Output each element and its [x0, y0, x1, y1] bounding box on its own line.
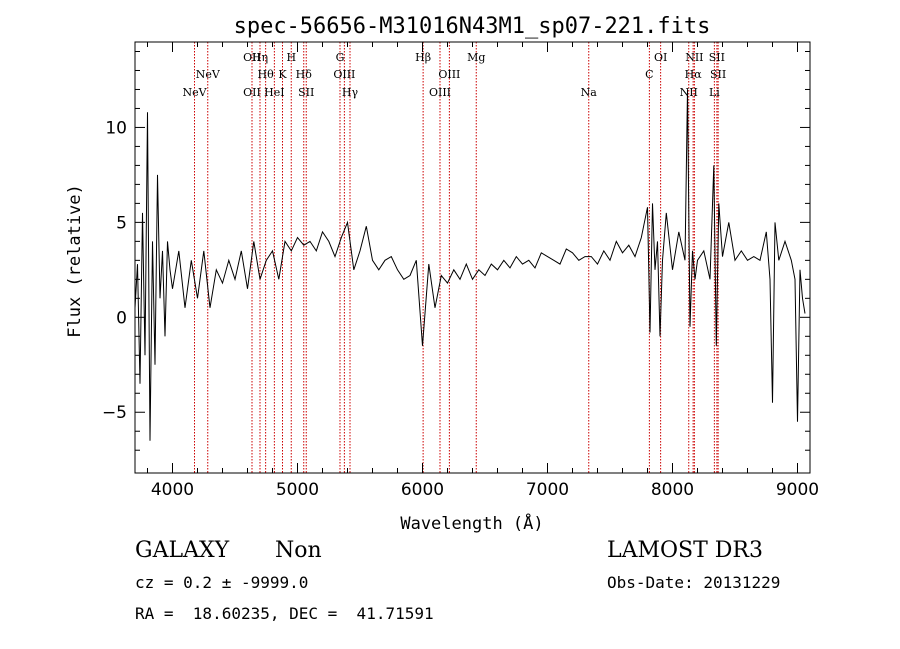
line-marker-label: Hα — [685, 68, 703, 81]
line-marker-label: Hη — [252, 51, 268, 64]
line-marker-label: NeV — [182, 86, 207, 99]
line-marker-label: SII — [298, 86, 314, 99]
line-marker-label: OIII — [438, 68, 460, 81]
line-marker-label: K — [278, 68, 287, 81]
line-marker-label: G — [336, 51, 345, 64]
x-tick-label: 9000 — [776, 480, 819, 500]
line-marker-label: HeI — [264, 86, 284, 99]
line-marker-label: C — [645, 68, 653, 81]
coordinates: RA = 18.60235, DEC = 41.71591 — [135, 604, 434, 623]
x-tick-label: 7000 — [526, 480, 569, 500]
y-tick-label: 0 — [116, 308, 127, 328]
line-marker-label: Na — [581, 86, 598, 99]
axis-ticks: 4000 5000 6000 7000 8000 9000 −5 0 5 10 — [102, 42, 819, 500]
x-tick-label: 4000 — [151, 480, 194, 500]
line-marker-label: Li — [709, 86, 720, 99]
x-axis-label: Wavelength (Å) — [400, 512, 543, 534]
line-marker-label: OIII — [333, 68, 355, 81]
line-marker-label: OII — [243, 86, 261, 99]
line-marker-label: SII — [710, 68, 726, 81]
spectrum-line — [134, 89, 806, 441]
x-tick-label: 8000 — [651, 480, 694, 500]
line-marker-label: Mg — [467, 51, 485, 64]
line-marker-label: Hδ — [296, 68, 313, 81]
plot-frame — [134, 41, 811, 474]
redshift-readout: cz = 0.2 ± -9999.0 — [135, 573, 309, 592]
line-marker-label: OI — [654, 51, 667, 64]
survey-name: LAMOST DR3 — [607, 538, 763, 563]
object-class: GALAXY — [135, 538, 230, 563]
x-tick-label: 5000 — [276, 480, 319, 500]
y-tick-label: −5 — [102, 403, 127, 423]
line-marker-label: OIII — [429, 86, 451, 99]
line-marker-label: H — [286, 51, 296, 64]
line-marker-label: Hθ — [258, 68, 275, 81]
emission-line-markers — [194, 42, 719, 473]
obs-date: Obs-Date: 20131229 — [607, 573, 781, 592]
line-marker-label: Hγ — [342, 86, 359, 99]
line-marker-label: OII — [243, 51, 261, 64]
line-marker-label: Hβ — [415, 51, 431, 64]
y-axis-label: Flux (relative) — [65, 184, 85, 338]
y-tick-label: 10 — [105, 118, 127, 138]
y-tick-label: 5 — [116, 213, 127, 233]
chart-title: spec-56656-M31016N43M1_sp07-221.fits — [234, 14, 711, 39]
x-tick-label: 6000 — [401, 480, 444, 500]
line-marker-label: NeV — [196, 68, 221, 81]
line-marker-label: SII — [709, 51, 725, 64]
object-subclass: Non — [275, 538, 322, 563]
line-marker-label: NII — [685, 51, 703, 64]
line-marker-label: NII — [680, 86, 698, 99]
emission-line-labels: NeVNeVOIIOIIHηHθHeIKHHδSIIGOIIIHγHβOIIIO… — [182, 51, 726, 99]
